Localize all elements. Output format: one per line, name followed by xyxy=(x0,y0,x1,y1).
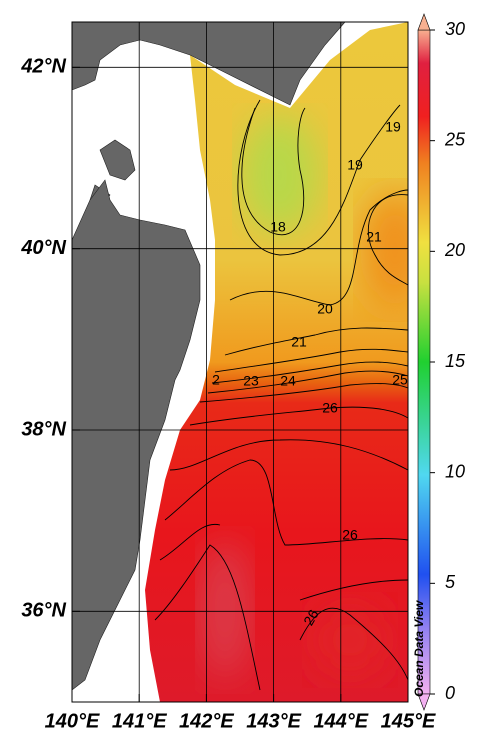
contour-label: 23 xyxy=(243,373,259,389)
colorbar-label: 20 xyxy=(444,240,465,260)
colorbar-label: 5 xyxy=(445,572,456,592)
x-tick-label: 145°E xyxy=(381,710,436,732)
x-tick-label: 143°E xyxy=(246,710,301,732)
colorbar-label: 15 xyxy=(445,351,466,371)
colorbar-label: 25 xyxy=(444,129,466,149)
contour-label: 26 xyxy=(300,606,322,628)
x-tick-label: 141°E xyxy=(112,710,167,732)
map-frame xyxy=(71,21,409,703)
contours xyxy=(154,99,409,691)
land-hokkaido xyxy=(71,21,346,106)
land-honshu xyxy=(71,179,201,691)
colorbar-label: 30 xyxy=(445,19,465,39)
watermark: Ocean Data View xyxy=(412,600,426,697)
y-tick-label: 38°N xyxy=(21,418,66,440)
colorbar-min-arrow xyxy=(417,693,431,711)
contour-label: 2 xyxy=(212,372,220,388)
colorbar-label: 0 xyxy=(445,683,455,703)
y-tick-label: 40°N xyxy=(20,237,66,259)
x-tick-label: 144°E xyxy=(313,710,368,732)
contour-label: 18 xyxy=(270,219,286,235)
colorbar-label: 10 xyxy=(445,461,465,481)
y-tick-label: 42°N xyxy=(20,56,66,78)
x-tick-label: 140°E xyxy=(45,710,100,732)
x-tick-label: 142°E xyxy=(179,710,234,732)
contour-label: 20 xyxy=(317,301,333,317)
contour-label: 19 xyxy=(347,157,363,173)
contour-label: 21 xyxy=(291,334,307,350)
y-tick-label: 36°N xyxy=(21,600,66,622)
contour-labels: 19 19 18 21 20 21 2 23 24 25 26 26 26 xyxy=(212,119,408,628)
contour-label: 21 xyxy=(366,229,382,245)
contour-label: 24 xyxy=(280,373,296,389)
contour-label: 26 xyxy=(322,400,338,416)
contour-label: 25 xyxy=(392,372,408,388)
contour-label: 26 xyxy=(342,527,358,543)
contour-label: 19 xyxy=(385,119,401,135)
colorbar xyxy=(417,29,431,695)
colorbar-max-arrow xyxy=(417,13,431,31)
